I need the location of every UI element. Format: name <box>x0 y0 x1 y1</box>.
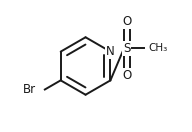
Text: CH₃: CH₃ <box>148 43 167 53</box>
Text: O: O <box>122 69 131 82</box>
Text: O: O <box>122 15 131 28</box>
Text: Br: Br <box>23 83 36 96</box>
Text: N: N <box>106 45 115 58</box>
Text: S: S <box>123 42 130 55</box>
